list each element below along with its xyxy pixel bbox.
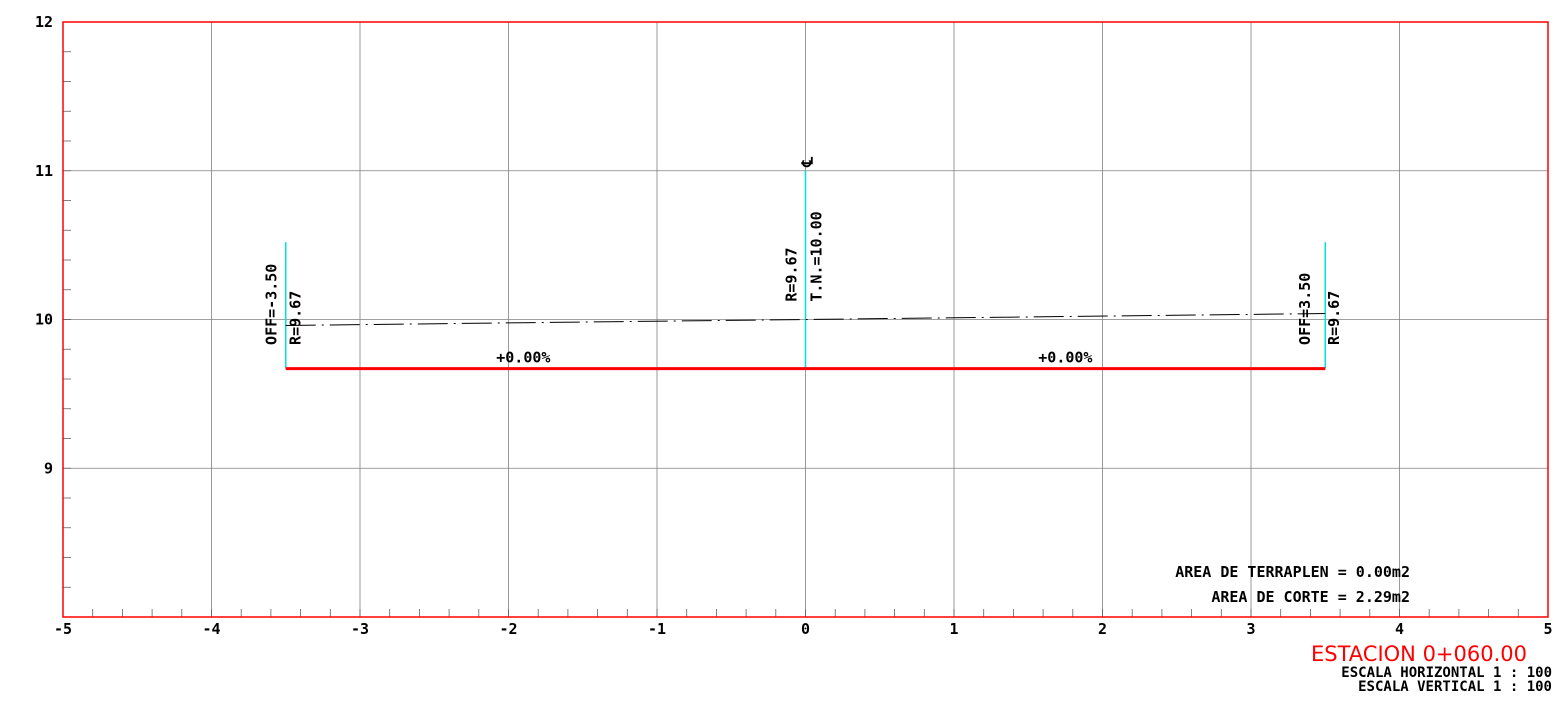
x-tick-label: 5: [1543, 620, 1552, 638]
vertical-scale-label: ESCALA VERTICAL 1 : 100: [1358, 679, 1552, 695]
x-tick-label: 1: [949, 620, 958, 638]
x-axis-labels: -5 -4 -3 -2 -1 0 1 2 3 4 5: [54, 620, 1553, 638]
fill-area-label: AREA DE TERRAPLEN = 0.00m2: [1175, 563, 1410, 581]
right-slope-label: +0.00%: [1038, 349, 1092, 367]
centerline-icon: ℄: [799, 157, 817, 168]
x-tick-label: -1: [648, 620, 666, 638]
x-tick-label: 2: [1098, 620, 1107, 638]
x-tick-label: -3: [351, 620, 369, 638]
left-elevation-label: R=9.67: [287, 291, 305, 345]
x-tick-label: 4: [1395, 620, 1404, 638]
station-title: ESTACION 0+060.00: [1311, 642, 1527, 666]
x-tick-label: 3: [1246, 620, 1255, 638]
cut-area-label: AREA DE CORTE = 2.29m2: [1211, 588, 1410, 606]
y-tick-label: 10: [35, 311, 53, 329]
y-tick-label: 12: [35, 13, 53, 31]
title-block: ESTACION 0+060.00 ESCALA HORIZONTAL 1 : …: [1311, 642, 1552, 694]
y-axis-labels: 9 10 11 12: [35, 13, 53, 477]
y-tick-label: 11: [35, 162, 53, 180]
right-offset-label: OFF=3.50: [1296, 273, 1314, 345]
center-elevation-label: R=9.67: [783, 247, 801, 301]
area-summary: AREA DE TERRAPLEN = 0.00m2 AREA DE CORTE…: [1100, 560, 1410, 610]
x-tick-label: 0: [801, 620, 810, 638]
x-tick-label: -2: [499, 620, 517, 638]
horizontal-scale-label: ESCALA HORIZONTAL 1 : 100: [1341, 665, 1552, 681]
left-offset-label: OFF=-3.50: [263, 264, 281, 345]
left-slope-label: +0.00%: [496, 349, 550, 367]
x-tick-label: -5: [54, 620, 72, 638]
series-lines: [285, 313, 1326, 371]
y-tick-label: 9: [44, 459, 53, 477]
right-elevation-label: R=9.67: [1325, 291, 1343, 345]
center-natural-ground-label: T.N.=10.00: [808, 211, 826, 301]
plot-frame: [62, 21, 1549, 618]
offset-lines: [285, 170, 1326, 369]
x-tick-label: -4: [202, 620, 220, 638]
